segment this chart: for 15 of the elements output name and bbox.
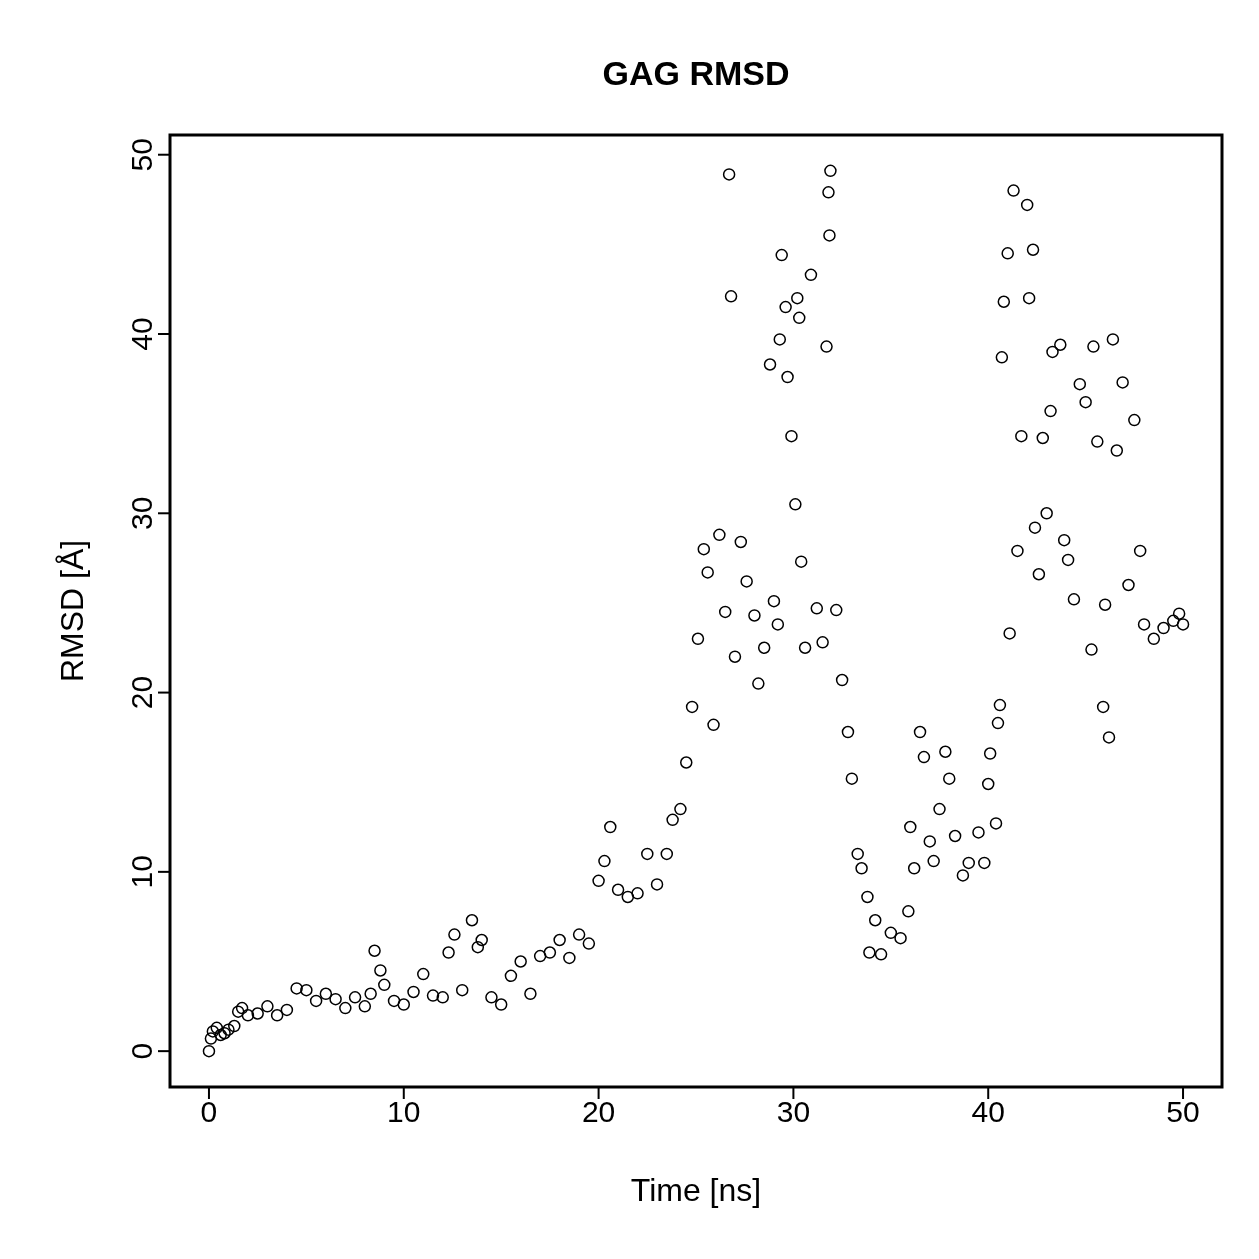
x-tick-label: 40 <box>971 1095 1005 1129</box>
chart-title: GAG RMSD <box>601 54 791 93</box>
x-axis-title: Time [ns] <box>630 1172 762 1208</box>
x-tick-label: 10 <box>387 1095 421 1129</box>
x-tick-label: 30 <box>776 1095 811 1129</box>
y-tick-label: 40 <box>125 317 158 351</box>
x-tick-label: 50 <box>1166 1095 1200 1129</box>
y-tick-label: 20 <box>125 675 158 710</box>
y-tick-label: 10 <box>125 855 158 889</box>
x-tick-label: 0 <box>200 1095 218 1129</box>
y-tick-label: 30 <box>125 496 158 530</box>
y-tick-label: 0 <box>125 1042 158 1060</box>
y-tick-label: 50 <box>125 138 158 172</box>
x-tick-label: 20 <box>581 1095 616 1129</box>
y-axis-title: RMSD [Å] <box>54 539 91 683</box>
